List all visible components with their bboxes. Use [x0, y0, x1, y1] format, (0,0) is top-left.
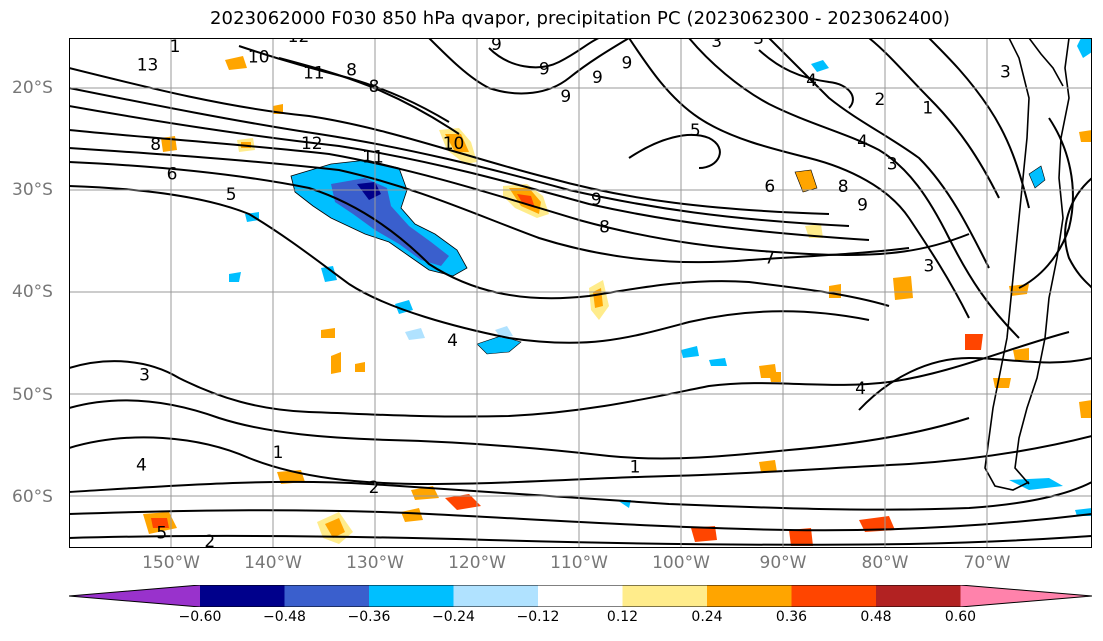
contour-label: 2: [204, 532, 215, 548]
colorbar-bin-6: [622, 585, 707, 607]
colorbar-tick-label: 0.12: [606, 609, 639, 625]
colorbar: [69, 585, 1092, 607]
colorbar-tick-label: 0.60: [944, 609, 977, 625]
contour-label: 9: [857, 195, 868, 215]
map-frame: [69, 38, 1092, 548]
colorbar-bin-9: [876, 585, 961, 607]
contour-label: 8: [150, 135, 161, 155]
contour-label: 1: [1090, 506, 1092, 526]
lon-label-110w: 110°W: [550, 553, 608, 573]
colorbar-bin-4: [453, 585, 538, 607]
lat-label-40s: 40°S: [12, 282, 53, 302]
lat-label-30s: 30°S: [12, 180, 53, 200]
contour-label: 8: [838, 177, 849, 197]
colorbar-bin-8: [791, 585, 876, 607]
figure-title: 2023062000 F030 850 hPa qvapor, precipit…: [209, 8, 951, 29]
contour-label: 5: [156, 524, 167, 544]
colorbar-bin-7: [707, 585, 792, 607]
contour-label: 8: [369, 77, 380, 97]
colorbar-tick-label: −0.12: [516, 609, 560, 625]
lon-label-100w: 100°W: [652, 553, 710, 573]
contour-label: 3: [711, 38, 722, 52]
contour-label: 8: [599, 218, 610, 238]
colorbar-bin-5: [538, 585, 623, 607]
colorbar-tick-label: 0.36: [775, 609, 808, 625]
contour-label: 3: [923, 257, 934, 277]
qvapor-contours: [69, 38, 1092, 546]
contour-label: 9: [560, 87, 571, 107]
lon-label-150w: 150°W: [142, 553, 200, 573]
lon-label-130w: 130°W: [346, 553, 404, 573]
colorbar-tick-label: −0.36: [347, 609, 391, 625]
lon-label-70w: 70°W: [963, 553, 1011, 573]
contour-labels: 1131210118881211651099999987654433213339…: [136, 38, 1092, 548]
colorbar-bin-10: [960, 585, 1092, 607]
lat-label-60s: 60°S: [12, 487, 53, 507]
contour-label: 5: [226, 185, 237, 205]
contour-label: 1: [630, 457, 641, 477]
colorbar-bin-1: [200, 585, 285, 607]
contour-label: 9: [622, 54, 633, 74]
contour-label: 6: [167, 165, 178, 185]
lon-label-90w: 90°W: [759, 553, 807, 573]
contour-label: 7: [764, 248, 775, 268]
colorbar-tick-label: −0.24: [432, 609, 475, 625]
contour-label: 3: [1000, 63, 1011, 83]
colorbar-bin-2: [284, 585, 369, 607]
contour-label: 4: [806, 71, 817, 91]
contour-label: 4: [857, 132, 868, 152]
contour-label: 10: [443, 134, 465, 154]
lat-label-50s: 50°S: [12, 385, 53, 405]
south-america-coastline: [984, 38, 1070, 491]
contour-label: 8: [346, 61, 357, 81]
colorbar-tick-label: −0.48: [263, 609, 306, 625]
contour-label: 1: [170, 38, 181, 57]
contour-label: 9: [592, 68, 603, 88]
contour-label: 12: [288, 38, 310, 47]
colorbar-tick-label: 0.48: [860, 609, 892, 625]
contour-label: 4: [855, 379, 866, 399]
lat-label-20s: 20°S: [12, 78, 53, 98]
contour-label: 3: [139, 366, 150, 386]
contour-label: 2: [874, 90, 885, 110]
contour-label: 6: [764, 177, 775, 197]
colorbar-tick-label: 0.24: [691, 609, 723, 625]
colorbar-tick-label: −0.60: [178, 609, 222, 625]
contour-label: 9: [591, 190, 602, 210]
contour-label: 4: [447, 331, 458, 351]
contour-label: 12: [301, 134, 323, 154]
lon-label-80w: 80°W: [861, 553, 909, 573]
graticule: [69, 38, 1092, 548]
precip-negative-shading: [229, 38, 1092, 516]
map-panel: 1131210118881211651099999987654433213339…: [69, 38, 1092, 548]
contour-label: 4: [136, 455, 147, 475]
contour-label: 2: [369, 478, 380, 498]
contour-label: 3: [753, 38, 764, 49]
lon-label-120w: 120°W: [448, 553, 506, 573]
contour-label: 13: [137, 56, 159, 76]
contour-label: 1: [922, 98, 933, 118]
contour-label: 1: [273, 443, 284, 463]
contour-label: 11: [362, 147, 384, 167]
contour-label: 9: [491, 38, 502, 55]
contour-label: 9: [539, 60, 550, 80]
contour-label: 10: [248, 47, 270, 67]
colorbar-bin-0: [69, 585, 200, 607]
contour-label: 3: [887, 155, 898, 175]
colorbar-bin-3: [369, 585, 454, 607]
lon-label-140w: 140°W: [244, 553, 302, 573]
contour-label: 11: [303, 64, 325, 84]
contour-label: 5: [690, 121, 701, 141]
precip-positive-shading: [143, 56, 1092, 546]
